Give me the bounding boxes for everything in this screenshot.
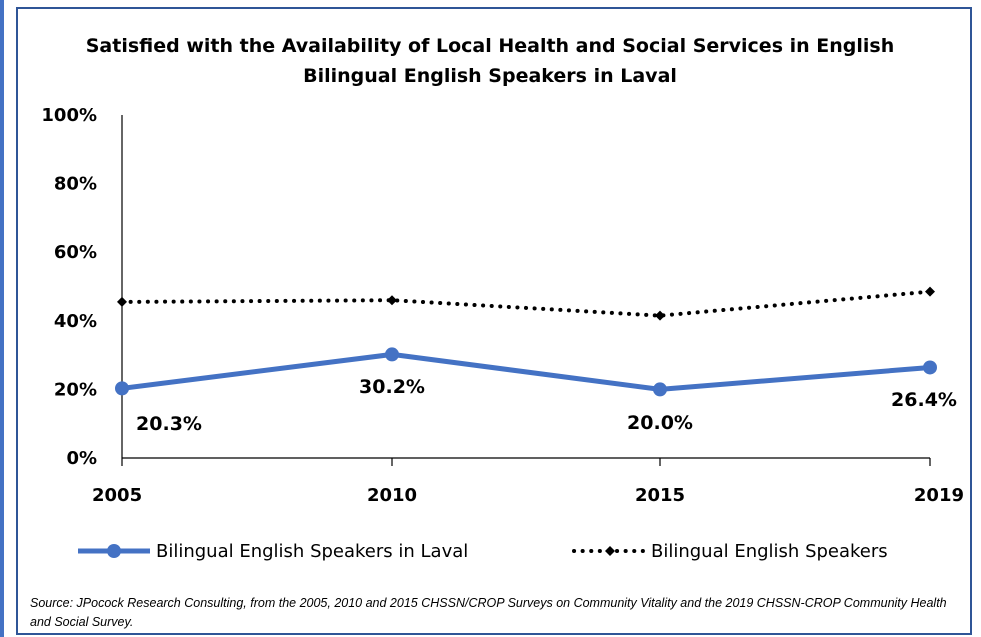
series-line-1 xyxy=(119,351,933,392)
legend-label-1: Bilingual English Speakers in Laval xyxy=(156,541,468,562)
data-labels: 20.3% 30.2% 20.0% 26.4% xyxy=(136,376,957,435)
x-tick-label: 2015 xyxy=(635,485,685,506)
y-tick-label: 100% xyxy=(41,105,97,126)
y-tick-label: 20% xyxy=(54,379,97,400)
source-note: Source: JPocock Research Consulting, fro… xyxy=(30,596,947,629)
data-point-marker xyxy=(923,360,937,375)
x-tick-label: 2019 xyxy=(914,485,964,506)
data-point-marker xyxy=(385,347,399,362)
chart-title: Satisfied with the Availability of Local… xyxy=(86,35,895,87)
data-point-marker xyxy=(115,381,129,396)
data-label: 26.4% xyxy=(891,389,957,411)
data-label: 20.3% xyxy=(136,413,202,435)
chart-frame xyxy=(16,7,972,635)
data-point-marker xyxy=(117,296,127,307)
series-lines xyxy=(115,286,937,397)
chart-legend[interactable]: Bilingual English Speakers in Laval Bilin… xyxy=(78,541,888,562)
y-axis-ticks: 0% 20% 40% 60% 80% 100% xyxy=(41,105,97,469)
left-panel-edge xyxy=(0,0,4,637)
chart-title-line: Bilingual English Speakers in Laval xyxy=(303,65,677,87)
series-line-2 xyxy=(120,289,932,318)
data-point-marker xyxy=(605,546,615,556)
legend-swatch-marker-1 xyxy=(107,544,121,558)
chart-axes xyxy=(121,115,931,466)
data-point-marker xyxy=(653,382,667,397)
data-point-marker xyxy=(387,295,397,306)
data-point-marker xyxy=(925,286,935,297)
x-axis-ticks: 2005 2010 2015 2019 xyxy=(92,485,964,506)
y-tick-label: 40% xyxy=(54,311,97,332)
legend-label-2: Bilingual English Speakers xyxy=(651,541,888,562)
x-tick-label: 2005 xyxy=(92,485,142,506)
chart-title-line: Satisfied with the Availability of Local… xyxy=(86,35,895,57)
y-tick-label: 0% xyxy=(66,448,97,469)
data-label: 20.0% xyxy=(627,412,693,434)
x-tick-label: 2010 xyxy=(367,485,417,506)
data-label: 30.2% xyxy=(359,376,425,398)
data-point-marker xyxy=(655,310,665,321)
y-tick-label: 60% xyxy=(54,242,97,263)
y-tick-label: 80% xyxy=(54,174,97,195)
